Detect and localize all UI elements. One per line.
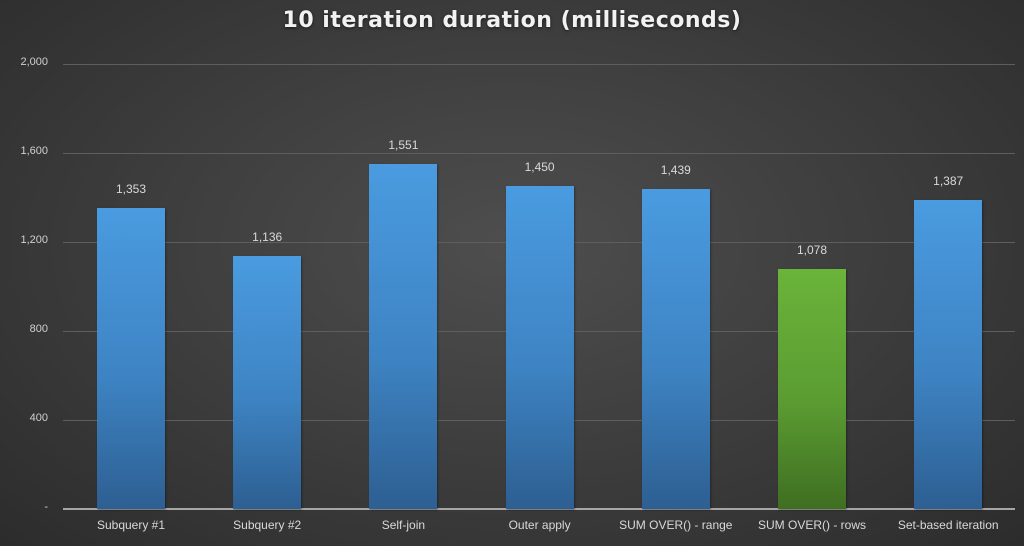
gridline bbox=[63, 153, 1015, 154]
data-label: 1,078 bbox=[796, 243, 828, 258]
gridline bbox=[63, 64, 1015, 65]
x-tick-label: Subquery #1 bbox=[96, 518, 166, 532]
x-tick-label: Self-join bbox=[381, 518, 426, 532]
x-tick-label: SUM OVER() - rows bbox=[758, 518, 866, 532]
bar-sum-over-rows bbox=[778, 269, 846, 509]
x-axis-line bbox=[63, 508, 1015, 510]
bar-sum-over-range bbox=[641, 188, 710, 509]
y-tick-label: 2,000 bbox=[20, 56, 48, 68]
bar-subquery-2 bbox=[233, 256, 302, 509]
y-tick-label: 400 bbox=[29, 412, 48, 424]
data-label: 1,450 bbox=[524, 160, 555, 175]
bar-set-based-iteration bbox=[914, 200, 983, 509]
plot-area: 1,353 Subquery #1 1,136 Subquery #2 1,551 Sel… bbox=[63, 0, 1015, 546]
x-tick-label: SUM OVER() - range bbox=[619, 518, 733, 532]
y-tick-label: 800 bbox=[29, 323, 48, 335]
x-tick-label: Outer apply bbox=[508, 518, 571, 532]
data-label: 1,439 bbox=[660, 162, 691, 177]
y-tick-label: - bbox=[44, 501, 48, 513]
data-label: 1,551 bbox=[388, 137, 419, 152]
bar-outer-apply bbox=[505, 186, 574, 509]
y-tick-label: 1,200 bbox=[20, 234, 48, 246]
x-tick-label: Set-based iteration bbox=[897, 518, 999, 532]
chart-title: 10 iteration duration (milliseconds) bbox=[282, 8, 742, 33]
data-label: 1,136 bbox=[252, 230, 283, 245]
x-tick-label: Subquery #2 bbox=[233, 518, 302, 532]
data-label: 1,387 bbox=[933, 174, 964, 189]
bar-self-join bbox=[369, 163, 438, 509]
data-label: 1,353 bbox=[115, 181, 147, 196]
bar-subquery-1 bbox=[97, 207, 165, 509]
y-tick-label: 1,600 bbox=[20, 145, 48, 157]
